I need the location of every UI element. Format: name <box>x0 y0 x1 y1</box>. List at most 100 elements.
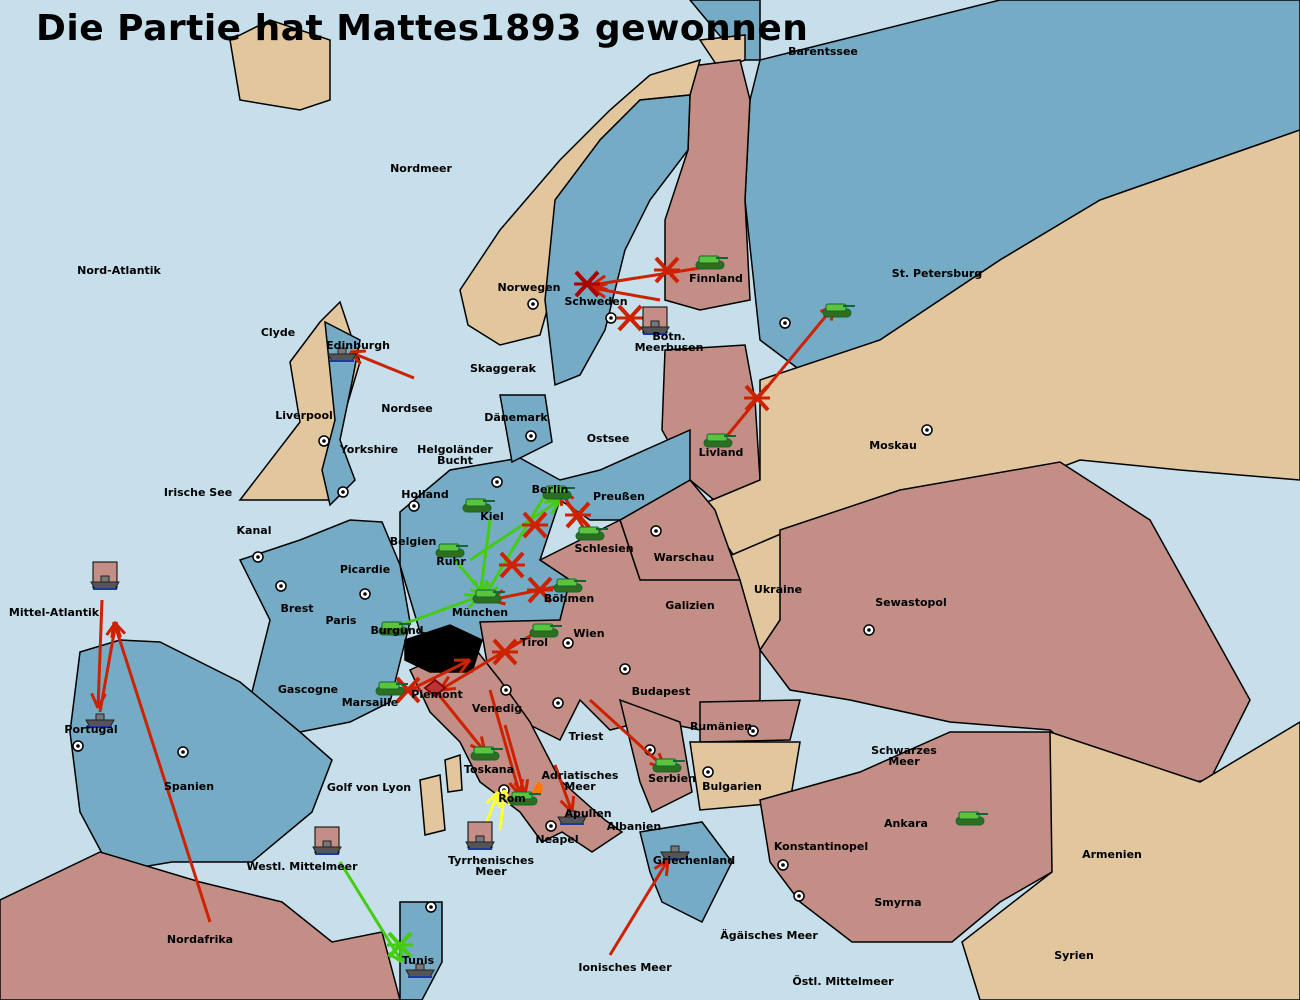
territory-label-line: Livland <box>699 446 744 459</box>
supply-center-dot <box>279 584 283 588</box>
territory-label: Nordsee <box>381 402 433 415</box>
arrow-head <box>349 349 367 354</box>
ship-icon <box>640 320 670 335</box>
order-arrow <box>591 266 701 287</box>
tank-icon <box>553 578 586 593</box>
territory-label: Triest <box>569 730 604 743</box>
order-arrow <box>591 286 661 302</box>
territory-label: Burgund <box>370 624 423 637</box>
territory-label: Spanien <box>164 780 214 793</box>
territory-label-line: Gascogne <box>278 683 338 696</box>
arrow-head <box>398 945 404 963</box>
ship-tower <box>415 963 425 971</box>
griechenland-region <box>639 821 733 924</box>
order-arrow <box>553 764 574 813</box>
territory-label: Ostsee <box>587 432 630 445</box>
territory-label-line: Marsaille <box>342 696 399 709</box>
territory-label: Adriatisches Meer <box>542 769 619 793</box>
tank-body <box>655 758 677 767</box>
territory-label-line: Ägäisches Meer <box>720 928 818 942</box>
territory-label-line: Spanien <box>164 780 214 793</box>
tank-body <box>706 433 728 442</box>
territory-label-line: Barentssee <box>788 45 858 58</box>
territory-label: Nordafrika <box>167 933 233 946</box>
territory-label-line: Liverpool <box>275 409 333 422</box>
rumaenien-region <box>699 699 801 743</box>
territory-label: Östl. Mittelmeer <box>792 974 894 988</box>
territory-label: Böhmen <box>544 592 595 605</box>
order-arrow <box>588 698 667 770</box>
territory-label-line: Syrien <box>1054 949 1094 962</box>
territory-label: Serbien <box>648 772 696 785</box>
tank-body <box>545 485 567 494</box>
supply-center-dot <box>609 316 613 320</box>
territory-label-line: Budapest <box>632 685 691 698</box>
arrow-head <box>570 795 576 813</box>
arrow-head <box>653 858 669 870</box>
ship-hull <box>405 969 435 978</box>
territory-label: Wien <box>573 627 604 640</box>
supply-center-dot <box>529 434 533 438</box>
supply-center-dot <box>654 529 658 533</box>
supply-center-dot <box>531 302 535 306</box>
supply-center-dot <box>495 480 499 484</box>
tank-body <box>465 498 487 507</box>
tank-icon <box>542 485 575 500</box>
territory-label: Helgoländer Bucht <box>417 443 493 467</box>
territory-label: Botn. Meerbusen <box>635 330 704 354</box>
territory-label-line: Preußen <box>593 490 645 503</box>
ship-icon <box>327 347 357 362</box>
arrow-head <box>485 790 500 805</box>
territory-label: Irische See <box>164 486 232 499</box>
territory-label-line: Nord-Atlantik <box>77 264 161 277</box>
territory-label-line: Venedig <box>472 702 522 715</box>
territory-label-line: Belgien <box>390 535 437 548</box>
tank-body <box>578 526 600 535</box>
territory-label: Yorkshire <box>339 443 398 456</box>
ship-tower <box>670 845 680 853</box>
order-arrow <box>433 689 487 753</box>
territory-label: Piemont <box>411 688 462 701</box>
supply-center-dot <box>76 744 80 748</box>
ship-tower <box>650 320 660 328</box>
sardinien-island <box>444 753 463 793</box>
order-arrow <box>409 658 471 692</box>
territory-label: Bulgarien <box>702 780 762 793</box>
territory-label-line: Schwarzes <box>871 744 937 757</box>
territory-label: Barentssee <box>788 45 858 58</box>
territory-label-line: Serbien <box>648 772 696 785</box>
daenemark-region <box>499 394 553 464</box>
supply-center-dot <box>566 641 570 645</box>
supply-center-dot <box>504 688 508 692</box>
supply-center-dot <box>623 667 627 671</box>
conflict-burst-icon <box>531 781 543 796</box>
territory-label-line: Paris <box>326 614 357 627</box>
ship-icon <box>465 835 495 850</box>
order-arrow <box>608 859 670 956</box>
territory-label-line: Armenien <box>1082 848 1142 861</box>
territory-label: Schweden <box>564 295 627 308</box>
territory-label: Toskana <box>464 763 514 776</box>
tank-icon <box>375 681 408 696</box>
territory-label: Tunis <box>402 954 435 967</box>
territory-label: Clyde <box>261 326 295 339</box>
arrow-head <box>459 659 472 674</box>
arrow-head <box>664 859 670 877</box>
territory-label-line: Nordmeer <box>390 162 452 175</box>
ship-tower <box>95 713 105 721</box>
territory-label-line: Böhmen <box>544 592 595 605</box>
tank-icon <box>472 589 505 604</box>
territory-label-line: St. Petersburg <box>892 267 982 280</box>
territory-label: Venedig <box>472 702 522 715</box>
supply-center-dot <box>556 701 560 705</box>
territory-label-line: Helgoländer <box>417 443 493 456</box>
ship-icon <box>405 963 435 978</box>
territory-label-line: Irische See <box>164 486 232 499</box>
tank-body <box>825 303 847 312</box>
territory-label: Griechenland <box>653 854 735 867</box>
territory-label: Ionisches Meer <box>578 961 672 974</box>
order-arrow <box>392 594 481 630</box>
territory-label-line: Norwegen <box>498 281 561 294</box>
territory-label-line: Adriatisches <box>542 769 619 782</box>
territory-label: Ägäisches Meer <box>720 928 818 942</box>
